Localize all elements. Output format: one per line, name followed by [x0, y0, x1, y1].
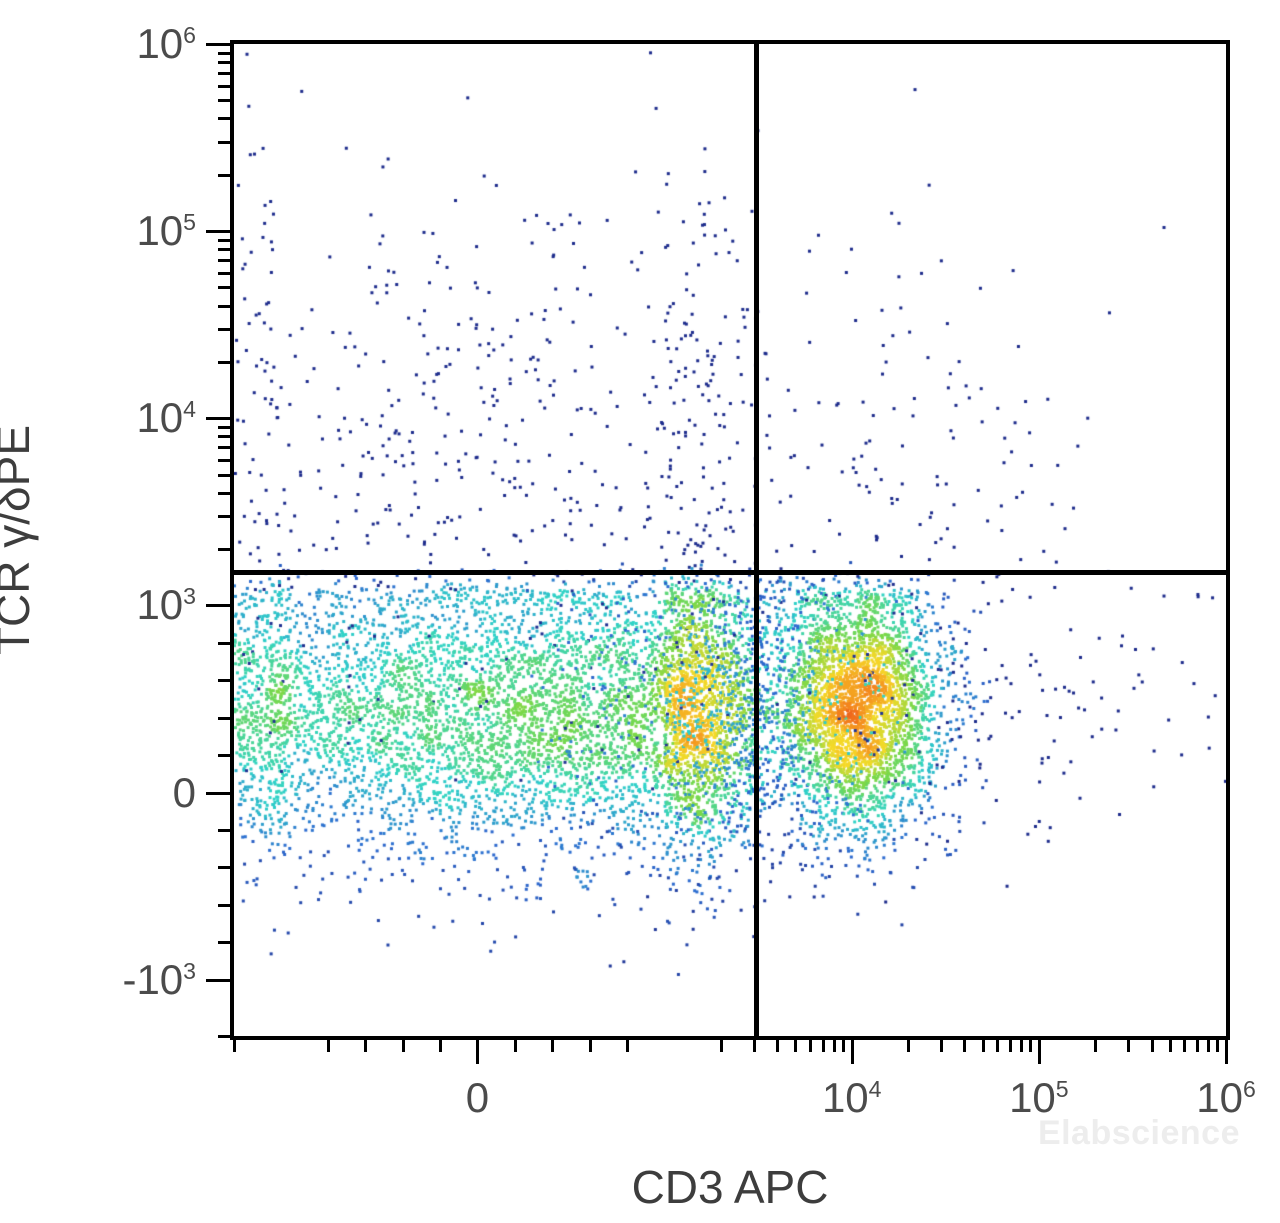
x-tick: [589, 1040, 592, 1052]
x-tick: [476, 1040, 479, 1064]
y-tick: [206, 604, 230, 607]
y-tick: [218, 829, 230, 832]
y-tick: [218, 141, 230, 144]
x-tick: [982, 1040, 985, 1052]
y-tick: [218, 717, 230, 720]
y-tick: [206, 979, 230, 982]
x-tick: [551, 1040, 554, 1052]
x-tick: [626, 1040, 629, 1052]
y-tick: [218, 679, 230, 682]
y-tick: [218, 248, 230, 251]
y-tick: [218, 866, 230, 869]
y-tick: [218, 941, 230, 944]
y-tick: [206, 230, 230, 233]
x-tick: [794, 1040, 797, 1052]
y-tick: [218, 85, 230, 88]
x-tick: [809, 1040, 812, 1052]
x-tick: [1169, 1040, 1172, 1052]
quadrant-gate-horizontal: [234, 570, 1226, 575]
x-tick: [753, 1040, 756, 1052]
x-tick: [1020, 1040, 1023, 1052]
y-tick: [218, 52, 230, 55]
y-tick-label: 105: [136, 207, 196, 255]
y-tick: [218, 99, 230, 102]
x-tick: [1183, 1040, 1186, 1052]
x-tick: [1216, 1040, 1219, 1052]
scatter-canvas: [234, 44, 1226, 1036]
y-axis-label: TCR γ/δPE: [0, 425, 40, 655]
y-tick: [218, 72, 230, 75]
y-tick-label: -103: [122, 956, 196, 1004]
y-tick-label: 104: [136, 394, 196, 442]
x-tick: [514, 1040, 517, 1052]
y-tick: [218, 117, 230, 120]
plot-area: [230, 40, 1230, 1040]
y-tick: [218, 286, 230, 289]
x-tick: [439, 1040, 442, 1052]
y-tick: [218, 174, 230, 177]
y-tick: [206, 417, 230, 420]
x-tick: [364, 1040, 367, 1052]
x-tick: [776, 1040, 779, 1052]
y-tick: [218, 328, 230, 331]
y-tick: [218, 515, 230, 518]
y-tick: [218, 904, 230, 907]
x-tick: [1009, 1040, 1012, 1052]
x-tick: [1038, 1040, 1041, 1064]
x-tick: [963, 1040, 966, 1052]
y-tick: [218, 435, 230, 438]
x-tick: [1151, 1040, 1154, 1052]
x-tick: [327, 1040, 330, 1052]
y-tick: [218, 259, 230, 262]
x-tick: [233, 1040, 236, 1052]
x-tick-label: 104: [822, 1074, 882, 1122]
x-tick: [822, 1040, 825, 1052]
x-tick: [851, 1040, 854, 1064]
y-tick: [218, 426, 230, 429]
y-tick: [218, 459, 230, 462]
x-tick: [1225, 1040, 1228, 1064]
y-tick: [218, 305, 230, 308]
x-tick: [1029, 1040, 1032, 1052]
x-tick: [1207, 1040, 1210, 1052]
x-tick: [1094, 1040, 1097, 1052]
x-tick: [1127, 1040, 1130, 1052]
y-tick: [218, 272, 230, 275]
quadrant-gate-vertical: [754, 44, 759, 1036]
y-tick: [218, 548, 230, 551]
x-axis-label: CD3 APC: [632, 1160, 829, 1214]
watermark-text: Elabscience: [1038, 1114, 1240, 1153]
y-tick: [218, 361, 230, 364]
x-tick: [907, 1040, 910, 1052]
x-tick: [996, 1040, 999, 1052]
x-tick: [940, 1040, 943, 1052]
y-tick: [218, 61, 230, 64]
y-tick-label: 0: [173, 769, 196, 817]
x-tick: [720, 1040, 723, 1052]
y-tick: [218, 239, 230, 242]
x-tick: [402, 1040, 405, 1052]
x-tick: [842, 1040, 845, 1052]
y-tick: [218, 642, 230, 645]
y-tick-label: 106: [136, 20, 196, 68]
y-tick: [206, 792, 230, 795]
x-tick-label: 0: [466, 1074, 489, 1122]
y-tick: [218, 492, 230, 495]
x-tick: [833, 1040, 836, 1052]
y-tick: [218, 1035, 230, 1038]
y-tick: [218, 474, 230, 477]
y-tick: [218, 754, 230, 757]
y-tick: [218, 446, 230, 449]
x-tick: [1196, 1040, 1199, 1052]
y-tick: [206, 43, 230, 46]
y-tick-label: 103: [136, 581, 196, 629]
flow-cytometry-figure: 0104105106 -1030103104105106 CD3 APC TCR…: [0, 0, 1280, 1223]
